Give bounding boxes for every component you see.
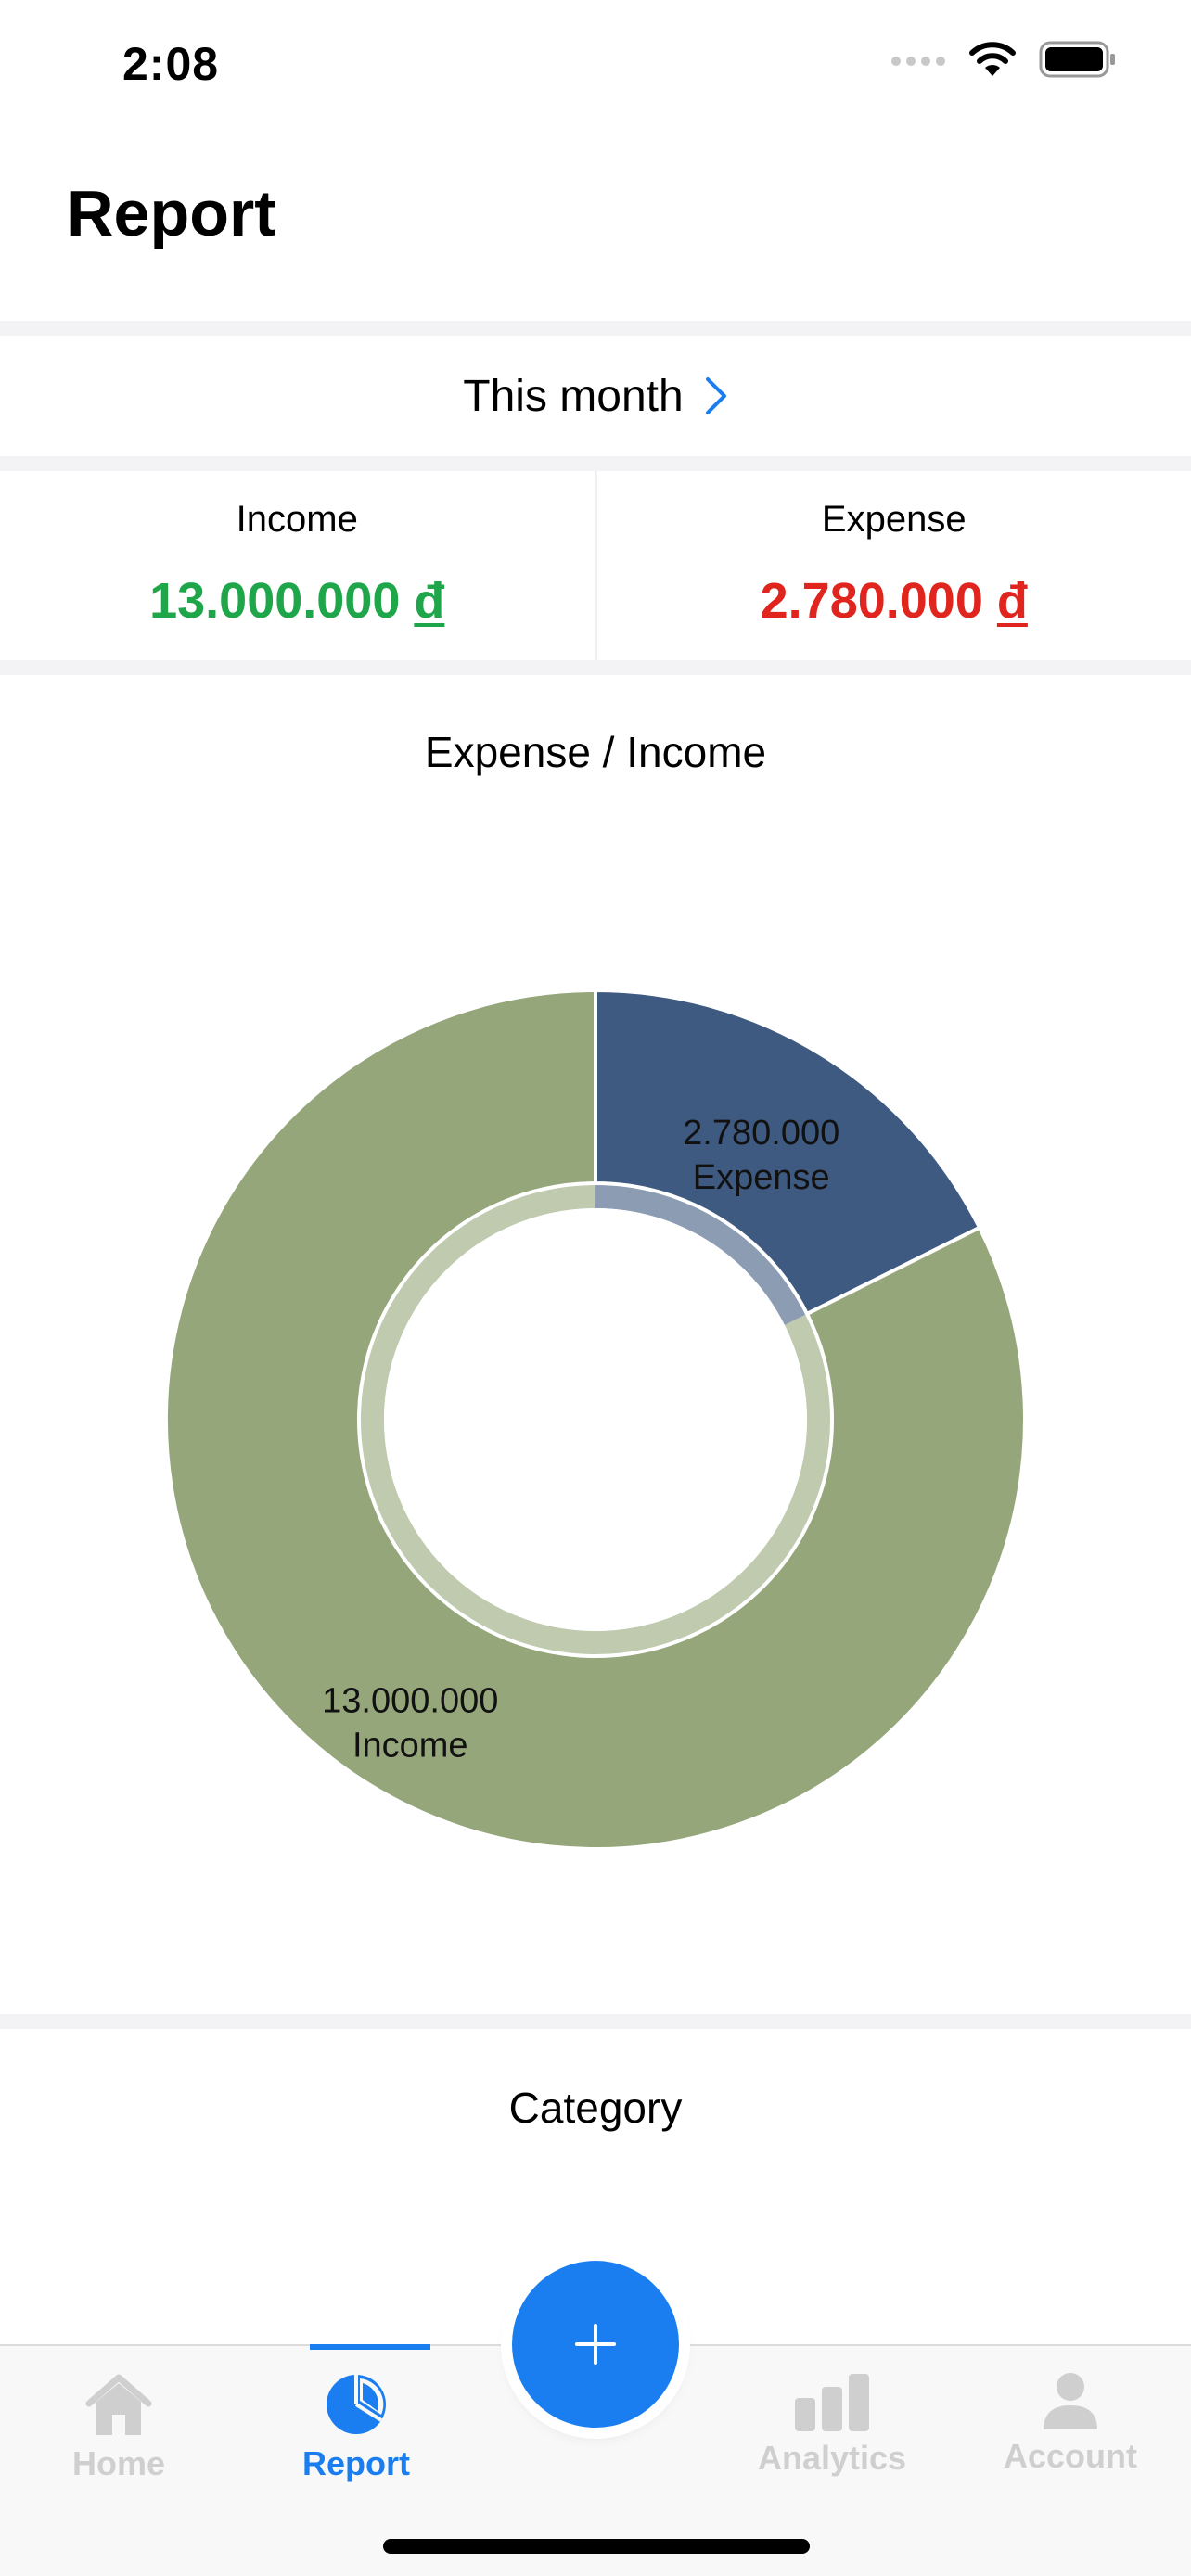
expense-label: Expense — [821, 499, 967, 540]
donut-hole — [384, 1208, 807, 1631]
plus-icon — [575, 2324, 616, 2365]
battery-icon — [1039, 41, 1115, 78]
income-amount: 13.000.000 đ — [149, 572, 444, 630]
donut-chart: 2.780.000 Expense 13.000.000 Income — [164, 988, 1027, 1851]
add-transaction-button[interactable] — [512, 2261, 679, 2428]
summary-panel: Income 13.000.000 đ Expense 2.780.000 đ — [0, 471, 1191, 660]
tab-analytics-label: Analytics — [757, 2439, 907, 2477]
home-icon — [85, 2374, 152, 2435]
period-selector[interactable]: This month — [0, 336, 1191, 456]
tab-home-label: Home — [71, 2444, 166, 2482]
expense-amount: 2.780.000 đ — [761, 572, 1028, 630]
income-summary: Income 13.000.000 đ — [0, 471, 595, 660]
pie-slice-expense[interactable] — [594, 988, 982, 1317]
expense-summary: Expense 2.780.000 đ — [594, 471, 1191, 660]
chart-title: Expense / Income — [424, 728, 767, 776]
tab-analytics[interactable]: Analytics — [739, 2346, 925, 2477]
income-value: 13.000.000 — [149, 573, 401, 629]
currency-symbol: đ — [996, 573, 1028, 629]
slice-value-label: 13.000.000 — [322, 1681, 498, 1720]
period-label: This month — [463, 371, 684, 421]
pie-slice-income[interactable] — [164, 988, 1027, 1851]
home-indicator — [383, 2539, 810, 2554]
category-title: Category — [508, 2084, 683, 2132]
pie-slice-inner-band-expense — [596, 1183, 808, 1325]
person-icon — [1044, 2373, 1097, 2429]
donut-inner-ring — [359, 1183, 833, 1656]
chevron-right-icon — [705, 377, 726, 414]
tab-account-label: Account — [1004, 2437, 1137, 2475]
pie-chart-icon — [327, 2375, 386, 2434]
tab-report[interactable]: Report — [263, 2344, 449, 2482]
tab-bar: Home Report — [0, 2344, 1191, 2576]
divider — [0, 2014, 1191, 2029]
tab-report-label: Report — [302, 2444, 410, 2482]
page-title: Report — [67, 177, 276, 249]
tab-home[interactable]: Home — [26, 2346, 211, 2482]
status-icons — [890, 41, 1117, 78]
divider — [0, 660, 1191, 675]
slice-category-label: Income — [352, 1726, 468, 1765]
wifi-icon — [969, 42, 1016, 76]
active-tab-indicator — [310, 2344, 430, 2350]
bar-chart-icon — [795, 2374, 869, 2431]
currency-symbol: đ — [414, 573, 445, 629]
divider — [0, 456, 1191, 471]
expense-value: 2.780.000 — [760, 573, 983, 629]
status-bar: 2:08 — [0, 0, 1191, 130]
slice-value-label: 2.780.000 — [683, 1114, 839, 1153]
slice-category-label: Expense — [693, 1158, 830, 1197]
tab-account[interactable]: Account — [978, 2346, 1163, 2476]
income-label: Income — [236, 499, 358, 540]
status-time: 2:08 — [122, 38, 220, 90]
divider — [0, 321, 1191, 336]
cellular-signal-icon — [891, 57, 945, 66]
